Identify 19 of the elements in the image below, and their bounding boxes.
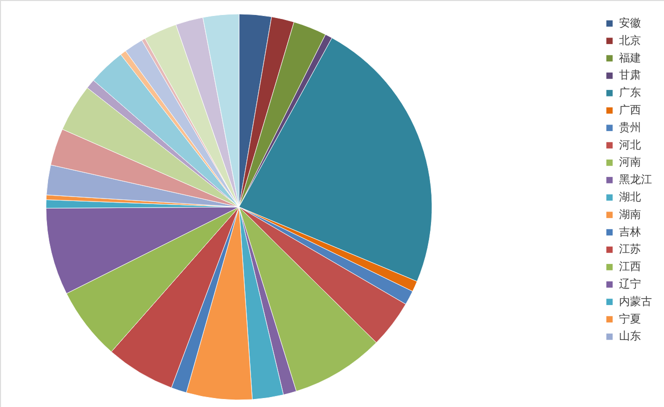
legend-label: 河南 xyxy=(619,156,641,169)
legend-label: 吉林 xyxy=(619,225,641,238)
legend-label: 河北 xyxy=(619,138,641,152)
legend-label: 北京 xyxy=(619,34,641,47)
legend-label: 宁夏 xyxy=(619,312,641,326)
legend-label: 湖南 xyxy=(619,208,641,221)
legend-label: 广西 xyxy=(619,104,641,116)
legend-label: 山东 xyxy=(619,330,641,343)
legend-label: 湖北 xyxy=(619,190,641,204)
legend-label: 广东 xyxy=(619,86,641,100)
legend-label: 福建 xyxy=(619,51,641,64)
legend-label: 黑龙江 xyxy=(619,173,652,186)
legend-label: 江苏 xyxy=(619,242,641,256)
legend-label: 甘肃 xyxy=(619,68,641,82)
legend-label: 内蒙古 xyxy=(619,294,652,308)
legend-label: 辽宁 xyxy=(619,278,641,290)
legend-label: 贵州 xyxy=(619,120,641,134)
legend-label: 江西 xyxy=(619,260,641,274)
legend-label: 安徽 xyxy=(619,16,641,30)
